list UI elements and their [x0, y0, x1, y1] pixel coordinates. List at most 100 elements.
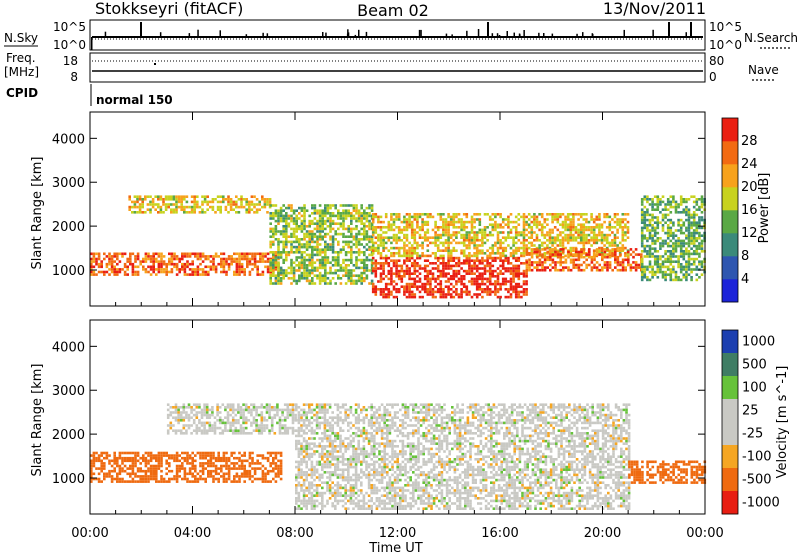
data-cell: [318, 212, 322, 215]
data-cell: [272, 271, 275, 275]
data-cell: [559, 244, 562, 247]
data-cell: [268, 416, 271, 419]
data-cell: [690, 257, 693, 261]
data-cell: [305, 413, 308, 417]
data-cell: [149, 268, 153, 271]
data-cell: [213, 426, 217, 430]
data-cell: [342, 214, 345, 218]
data-cell: [390, 290, 393, 294]
data-cell: [92, 255, 96, 258]
data-cell: [473, 293, 476, 296]
data-cell: [648, 218, 652, 222]
data-cell: [447, 246, 450, 250]
data-cell: [230, 454, 233, 457]
data-cell: [157, 205, 160, 209]
data-cell: [305, 243, 309, 246]
data-cell: [447, 239, 450, 242]
data-cell: [365, 277, 369, 280]
data-cell: [674, 247, 678, 250]
data-cell: [149, 260, 153, 263]
data-cell: [298, 243, 301, 246]
data-cell: [551, 218, 554, 221]
data-cell: [360, 227, 363, 231]
data-cell: [475, 269, 479, 273]
data-cell: [191, 464, 194, 468]
data-cell: [318, 253, 322, 257]
data-cell: [138, 198, 142, 201]
data-cell: [405, 254, 409, 258]
data-cell: [634, 266, 638, 269]
data-cell: [138, 195, 142, 198]
data-cell: [666, 226, 670, 230]
data-cell: [331, 271, 335, 275]
data-cell: [225, 456, 228, 460]
data-cell: [410, 252, 414, 255]
data-cell: [700, 226, 704, 230]
data-cell: [379, 252, 383, 255]
data-cell: [259, 255, 262, 258]
data-cell: [134, 472, 137, 476]
data-cell: [298, 261, 301, 264]
data-cell: [266, 268, 270, 271]
data-cell: [371, 252, 375, 255]
data-cell: [214, 268, 218, 271]
data-cell: [334, 214, 337, 218]
data-cell: [452, 215, 456, 219]
data-cell: [405, 228, 409, 232]
data-cell: [229, 203, 233, 206]
data-cell: [624, 266, 627, 269]
data-cell: [302, 497, 306, 500]
sky-spike: [498, 35, 501, 37]
data-cell: [481, 233, 484, 237]
data-cell: [700, 242, 704, 245]
data-cell: [298, 238, 301, 241]
data-cell: [337, 217, 340, 220]
data-cell: [564, 223, 567, 226]
data-cell: [695, 252, 699, 256]
data-cell: [250, 403, 253, 406]
data-cell: [136, 265, 140, 269]
data-cell: [520, 262, 523, 265]
data-cell: [468, 254, 471, 258]
data-cell: [541, 261, 544, 264]
data-cell: [220, 475, 223, 478]
data-cell: [379, 233, 383, 237]
data-cell: [157, 459, 161, 463]
data-cell: [677, 205, 680, 209]
data-cell: [551, 253, 555, 256]
data-cell: [252, 419, 256, 422]
data-cell: [390, 241, 393, 245]
data-cell: [183, 208, 186, 211]
data-cell: [501, 262, 505, 265]
data-cell: [416, 246, 419, 250]
data-cell: [231, 432, 235, 435]
data-cell: [410, 220, 414, 224]
data-cell: [350, 282, 353, 285]
data-cell: [423, 220, 427, 224]
data-cell: [303, 251, 306, 254]
data-cell: [624, 268, 627, 272]
data-cell: [100, 459, 103, 463]
data-cell: [295, 214, 298, 218]
data-cell: [674, 234, 678, 237]
data-cell: [142, 454, 145, 457]
data-cell: [227, 464, 231, 468]
data-cell: [616, 213, 619, 216]
colorbar-swatch: [722, 210, 738, 234]
data-cell: [238, 451, 241, 455]
data-cell: [279, 240, 283, 244]
data-cell: [546, 218, 549, 221]
data-cell: [640, 260, 644, 263]
data-cell: [546, 244, 549, 247]
data-cell: [646, 255, 649, 258]
data-cell: [656, 270, 660, 274]
data-cell: [473, 213, 476, 216]
data-cell: [444, 233, 448, 237]
data-cell: [291, 413, 295, 417]
data-cell: [525, 233, 528, 237]
data-cell: [165, 451, 168, 455]
data-cell: [442, 267, 445, 270]
data-cell: [282, 219, 285, 223]
data-cell: [698, 226, 701, 230]
data-cell: [224, 424, 227, 427]
